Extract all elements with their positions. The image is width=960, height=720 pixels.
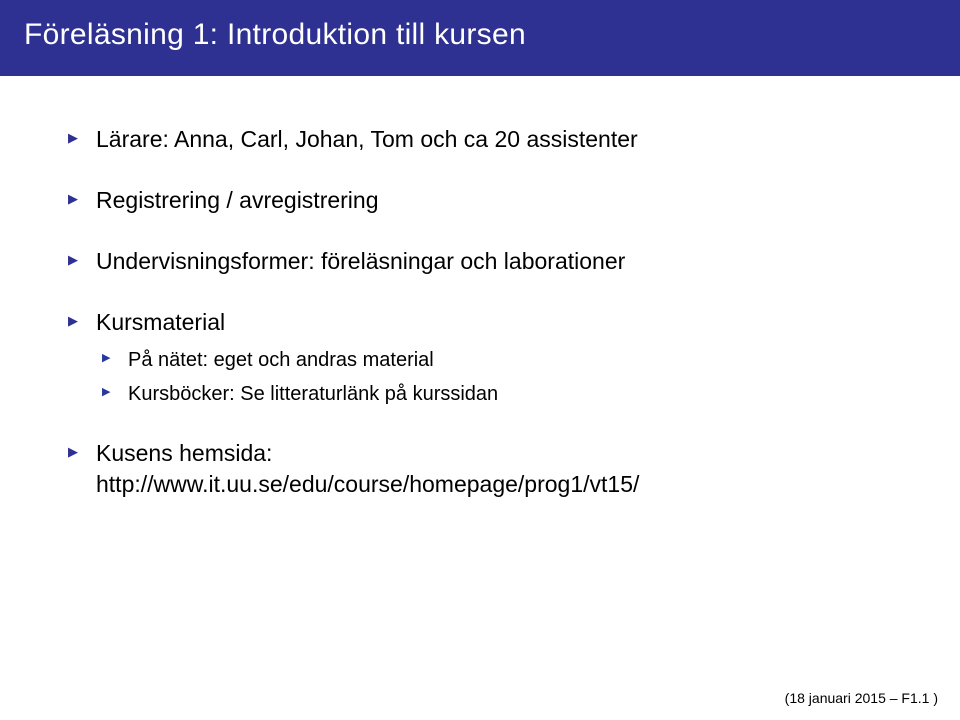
- homepage-link[interactable]: http://www.it.uu.se/edu/course/homepage/…: [96, 471, 639, 497]
- footer-text: (18 januari 2015 – F1.1 ): [785, 690, 938, 706]
- list-item: Undervisningsformer: föreläsningar och l…: [68, 246, 920, 277]
- list-item-text: Registrering / avregistrering: [96, 187, 379, 213]
- slide-content: Lärare: Anna, Carl, Johan, Tom och ca 20…: [0, 76, 960, 500]
- list-item-text: Undervisningsformer: föreläsningar och l…: [96, 248, 625, 274]
- sub-item-text: Kursböcker: Se litteraturlänk på kurssid…: [128, 383, 498, 405]
- bullet-list: Lärare: Anna, Carl, Johan, Tom och ca 20…: [68, 124, 920, 500]
- slide-header: Föreläsning 1: Introduktion till kursen: [0, 0, 960, 74]
- list-item: Registrering / avregistrering: [68, 185, 920, 216]
- list-item: Kusens hemsida: http://www.it.uu.se/edu/…: [68, 438, 920, 500]
- list-item-text: Kursmaterial: [96, 309, 225, 335]
- slide-title: Föreläsning 1: Introduktion till kursen: [24, 18, 526, 51]
- list-item-text: Lärare: Anna, Carl, Johan, Tom och ca 20…: [96, 126, 638, 152]
- sub-list-item: Kursböcker: Se litteraturlänk på kurssid…: [96, 380, 920, 408]
- list-item-text: Kusens hemsida:: [96, 440, 272, 466]
- list-item: Lärare: Anna, Carl, Johan, Tom och ca 20…: [68, 124, 920, 155]
- slide-footer: (18 januari 2015 – F1.1 ): [785, 690, 938, 706]
- sub-item-text: På nätet: eget och andras material: [128, 349, 434, 371]
- sub-list: På nätet: eget och andras material Kursb…: [96, 346, 920, 408]
- sub-list-item: På nätet: eget och andras material: [96, 346, 920, 374]
- list-item: Kursmaterial På nätet: eget och andras m…: [68, 307, 920, 408]
